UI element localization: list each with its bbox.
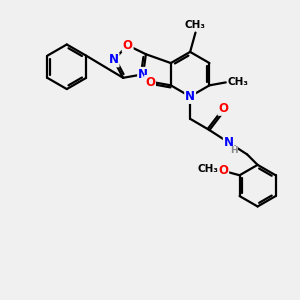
Text: N: N bbox=[185, 90, 195, 103]
Text: O: O bbox=[145, 76, 155, 89]
Text: N: N bbox=[224, 136, 234, 149]
Text: N: N bbox=[109, 53, 118, 66]
Text: N: N bbox=[138, 68, 148, 81]
Text: H: H bbox=[230, 146, 238, 155]
Text: O: O bbox=[218, 102, 228, 115]
Text: CH₃: CH₃ bbox=[185, 20, 206, 30]
Text: O: O bbox=[218, 164, 228, 177]
Text: CH₃: CH₃ bbox=[228, 77, 249, 87]
Text: CH₃: CH₃ bbox=[198, 164, 219, 174]
Text: O: O bbox=[123, 39, 133, 52]
